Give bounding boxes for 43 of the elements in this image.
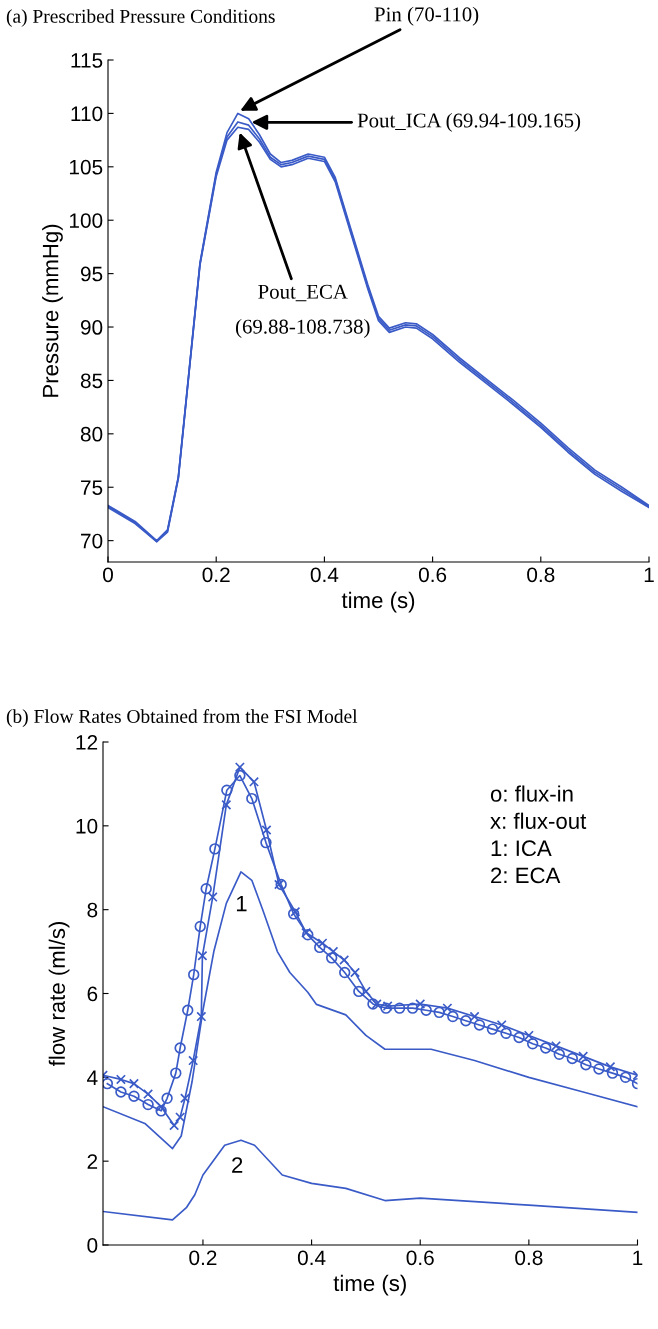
y-tick-label: 100 xyxy=(69,213,103,228)
x-tick-label: 0.8 xyxy=(515,1250,543,1266)
x-tick-label: 1 xyxy=(644,567,654,582)
x-tick-label: 0.2 xyxy=(189,1250,217,1266)
y-axis-title: flow rate (ml/s) xyxy=(48,922,70,1067)
y-tick-label: 10 xyxy=(76,818,98,834)
annotation: 2 xyxy=(232,1157,243,1173)
y-tick-label: 6 xyxy=(87,986,98,1002)
y-tick-label: 110 xyxy=(71,106,103,122)
y-axis-title: Pressure (mmHg) xyxy=(42,224,63,397)
y-tick-label: 4 xyxy=(87,1070,98,1085)
y-tick-label: 85 xyxy=(80,373,103,389)
y-tick-label: 90 xyxy=(80,320,103,335)
y-tick-label: 70 xyxy=(81,533,103,549)
annotation: 2: ECA xyxy=(491,867,561,884)
x-axis-title: time (s) xyxy=(341,591,415,613)
y-tick-label: 115 xyxy=(71,53,103,68)
x-tick-label: 0.4 xyxy=(310,567,339,583)
chart-title: (a) Prescribed Pressure Conditions xyxy=(6,9,275,27)
x-tick-label: 0.6 xyxy=(418,567,447,583)
x-tick-label: 0 xyxy=(103,567,113,583)
y-tick-label: 8 xyxy=(87,902,98,918)
y-tick-label: 105 xyxy=(69,159,103,175)
annotation: o: flux-in xyxy=(490,785,573,802)
x-tick-label: 0.2 xyxy=(202,567,230,583)
chart-title: (b) Flow Rates Obtained from the FSI Model xyxy=(6,709,358,727)
y-tick-label: 2 xyxy=(87,1154,98,1169)
annotation: Pout_ICA (69.94-109.165) xyxy=(357,112,581,132)
x-tick-label: 1 xyxy=(633,1250,643,1265)
y-tick-label: 75 xyxy=(81,480,103,495)
annotation: 1 xyxy=(236,895,247,912)
y-tick-label: 0 xyxy=(87,1238,98,1253)
annotation: 1: ICA xyxy=(491,840,552,857)
y-tick-label: 95 xyxy=(80,266,103,282)
annotation: x: flux-out xyxy=(490,812,587,829)
x-axis-title: time (s) xyxy=(333,1274,406,1296)
x-tick-label: 0.8 xyxy=(527,567,555,583)
x-tick-label: 0.6 xyxy=(406,1250,434,1266)
y-tick-label: 80 xyxy=(80,426,103,442)
annotation: Pin (70-110) xyxy=(374,6,479,26)
annotation: Pout_ECA (69.88-108.738) xyxy=(235,284,370,338)
y-tick-label: 12 xyxy=(76,735,98,750)
x-tick-label: 0.4 xyxy=(297,1250,326,1266)
